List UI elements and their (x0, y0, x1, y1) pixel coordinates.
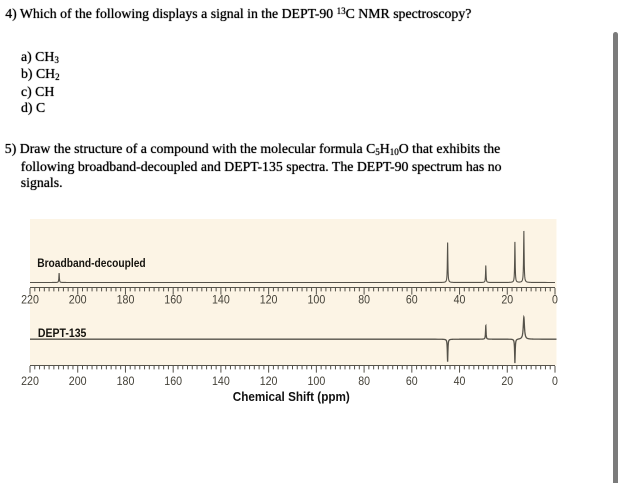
svg-text:100: 100 (308, 293, 326, 307)
svg-text:20: 20 (501, 293, 513, 307)
svg-text:120: 120 (260, 293, 278, 307)
svg-text:160: 160 (164, 374, 182, 388)
svg-text:60: 60 (406, 374, 418, 388)
svg-text:180: 180 (117, 374, 135, 388)
svg-text:20: 20 (501, 374, 513, 388)
svg-text:60: 60 (406, 293, 418, 307)
svg-text:120: 120 (260, 374, 278, 388)
svg-text:220: 220 (21, 374, 39, 388)
svg-text:80: 80 (358, 374, 370, 388)
svg-text:80: 80 (358, 293, 370, 307)
svg-text:160: 160 (164, 293, 182, 307)
svg-text:DEPT-135: DEPT-135 (38, 326, 87, 340)
svg-text:40: 40 (454, 293, 466, 307)
svg-text:200: 200 (69, 293, 87, 307)
svg-text:Broadband-decoupled: Broadband-decoupled (37, 256, 146, 270)
svg-text:Chemical Shift (ppm): Chemical Shift (ppm) (233, 389, 350, 404)
svg-text:200: 200 (69, 374, 87, 388)
svg-text:220: 220 (21, 293, 39, 307)
svg-text:0: 0 (552, 374, 558, 388)
svg-text:40: 40 (454, 374, 466, 388)
svg-text:180: 180 (117, 293, 135, 307)
svg-text:0: 0 (552, 293, 558, 307)
svg-text:140: 140 (212, 374, 230, 388)
svg-text:100: 100 (308, 374, 326, 388)
svg-text:140: 140 (212, 293, 230, 307)
